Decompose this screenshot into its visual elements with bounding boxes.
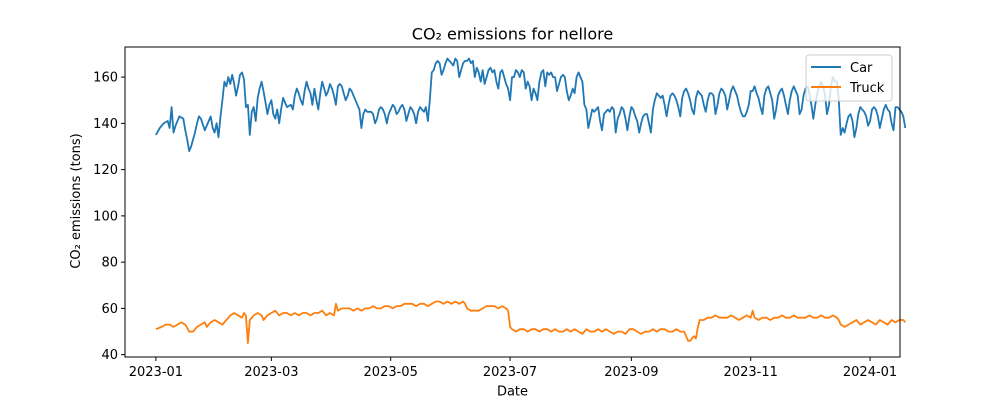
legend-label-car: Car [850,61,873,76]
x-axis-label: Date [497,385,528,400]
legend: Car Truck [805,54,893,102]
y-tick-label: 60 [101,302,118,317]
y-tick-label: 80 [101,256,118,271]
plot-frame [124,46,901,358]
x-tick-label: 2024-01 [843,365,897,380]
y-tick-label: 40 [101,348,118,363]
x-tick-label: 2023-07 [483,365,537,380]
y-tick-label: 120 [93,163,118,178]
legend-label-truck: Truck [849,81,885,96]
y-tick-label: 160 [93,71,118,86]
axes-group: 2023-01 2023-03 2023-05 2023-07 2023-09 2023-… [93,46,901,380]
chart-title: CO₂ emissions for nellore [412,25,613,44]
x-tick-label: 2023-03 [244,365,298,380]
x-tick-label: 2023-05 [364,365,418,380]
y-tick-label: 140 [93,117,118,132]
x-tick-label: 2023-01 [129,365,183,380]
series-group [155,57,907,344]
x-tick-label: 2023-09 [604,365,658,380]
x-tick-label: 2023-11 [724,365,778,380]
series-line-car [155,57,907,152]
series-line-truck [155,300,906,344]
y-axis-label: CO₂ emissions (tons) [69,133,84,268]
y-tick-label: 100 [93,209,118,224]
